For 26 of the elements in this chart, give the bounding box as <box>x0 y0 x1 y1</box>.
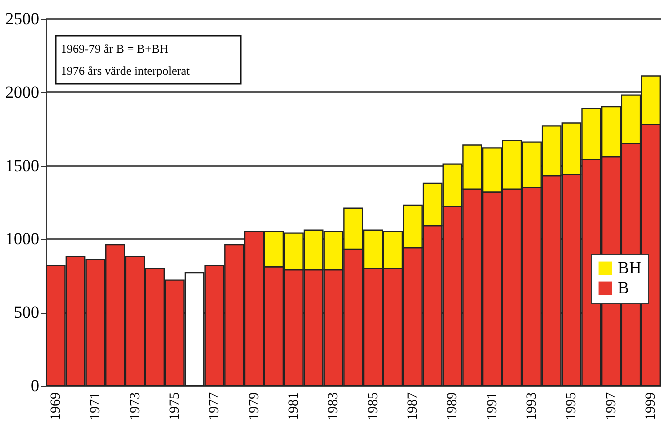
legend-label: B <box>618 278 630 298</box>
x-tick-label: 1995 <box>564 392 580 420</box>
x-tick-label: 1981 <box>286 392 302 420</box>
x-tick-label: 1999 <box>644 392 660 420</box>
x-tick-label: 1979 <box>247 392 262 420</box>
y-tick-label: 500 <box>14 303 40 322</box>
y-tick-label: 2500 <box>6 10 40 28</box>
x-tick-label: 1971 <box>88 392 104 420</box>
x-tick-label: 1977 <box>208 392 223 420</box>
x-tick-label: 1983 <box>326 392 342 420</box>
legend-label: BH <box>618 258 642 278</box>
x-tick-label: 1969 <box>48 392 64 420</box>
annotation: 1976 års värde interpolerat <box>61 64 191 78</box>
y-tick-label: 1500 <box>6 156 40 176</box>
x-tick-label: 1993 <box>525 392 540 420</box>
x-tick-label: 1975 <box>168 392 183 420</box>
y-tick-label: 1000 <box>6 230 40 249</box>
annotation: 1969-79 år B = B+BH <box>61 42 169 56</box>
x-tick-label: 1989 <box>446 392 461 420</box>
x-tick-label: 1987 <box>406 392 422 420</box>
y-tick-label: 2000 <box>6 82 40 102</box>
x-tick-label: 1973 <box>128 392 144 420</box>
x-tick-label: 1991 <box>485 392 500 420</box>
x-tick-label: 1985 <box>366 392 382 420</box>
y-tick-label: 0 <box>31 376 40 396</box>
x-tick-label: 1997 <box>604 392 620 420</box>
